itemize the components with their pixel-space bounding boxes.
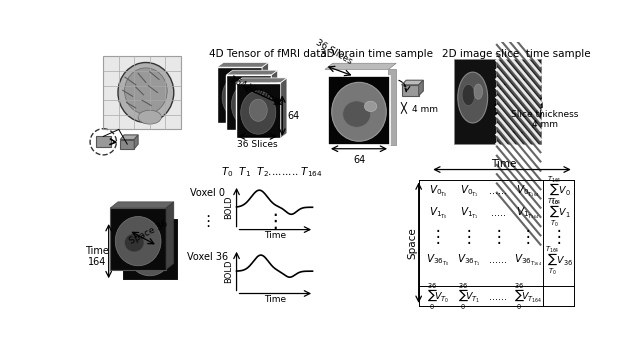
Ellipse shape [127,227,173,276]
Text: ⋮: ⋮ [200,215,216,229]
Text: Time: Time [492,159,516,169]
Text: $V_{36_{T_0}}$: $V_{36_{T_0}}$ [426,252,450,268]
Ellipse shape [230,84,249,106]
Ellipse shape [249,99,268,121]
Text: 36 Slices: 36 Slices [314,38,354,66]
Polygon shape [227,70,278,75]
Text: $V_{0_{T_{164}}}$: $V_{0_{T_{164}}}$ [516,183,540,199]
Text: 64: 64 [288,111,300,121]
Polygon shape [262,63,268,122]
Ellipse shape [125,68,167,114]
Text: $V_{36_{T_1}}$: $V_{36_{T_1}}$ [458,252,481,268]
Ellipse shape [240,91,258,114]
Text: BOLD: BOLD [224,195,234,219]
Text: Time
164: Time 164 [85,246,109,267]
Text: $\sum_{0}^{36}\!V_{T_0}$: $\sum_{0}^{36}\!V_{T_0}$ [427,281,449,312]
Text: $T_0$  $T_1$  $T_2$......... $T_{164}$: $T_0$ $T_1$ $T_2$......... $T_{164}$ [221,165,323,179]
Text: $V_{0_{T_0}}$: $V_{0_{T_0}}$ [429,183,447,199]
FancyBboxPatch shape [122,218,178,280]
FancyBboxPatch shape [110,208,166,270]
Ellipse shape [138,110,161,124]
Text: ⋮: ⋮ [266,212,285,232]
Ellipse shape [343,101,371,127]
Polygon shape [166,202,174,270]
Text: ......: ...... [490,292,508,302]
Text: $\sum_{T_0}^{T_{164}}\!V_0$: $\sum_{T_0}^{T_{164}}\!V_0$ [547,175,571,207]
Ellipse shape [232,83,266,126]
Text: Voxel 36: Voxel 36 [188,252,228,262]
FancyBboxPatch shape [227,75,271,130]
Text: ......: ...... [490,255,508,266]
Text: Time: Time [264,295,286,304]
Ellipse shape [462,84,475,105]
Ellipse shape [115,217,161,266]
Text: 164 Volumes: 164 Volumes [228,75,285,107]
Polygon shape [110,202,174,208]
Text: Voxel 0: Voxel 0 [190,188,225,198]
Text: ⋮: ⋮ [461,228,477,246]
Ellipse shape [241,91,276,134]
Text: 4D Tensor of fMRI data: 4D Tensor of fMRI data [209,48,326,59]
FancyBboxPatch shape [496,59,541,144]
Ellipse shape [364,101,377,112]
Polygon shape [271,70,278,130]
Polygon shape [217,63,268,67]
FancyBboxPatch shape [328,76,390,145]
FancyBboxPatch shape [95,136,111,147]
Ellipse shape [118,63,174,122]
Text: Space: Space [408,227,417,258]
Text: .....: ..... [491,208,506,218]
Ellipse shape [458,72,488,123]
FancyBboxPatch shape [402,85,419,96]
Text: $\sum_{T_0}^{T_{164}}\!V_1$: $\sum_{T_0}^{T_{164}}\!V_1$ [547,196,571,229]
Text: 64: 64 [353,155,365,165]
Ellipse shape [474,84,483,99]
Polygon shape [236,78,287,82]
Text: 36 Slices: 36 Slices [237,139,278,149]
Text: $V_{1_{T_1}}$: $V_{1_{T_1}}$ [460,205,479,221]
FancyBboxPatch shape [103,56,180,130]
Polygon shape [134,135,138,149]
Text: ⋮: ⋮ [490,228,507,246]
Text: 2D image slice  time sample: 2D image slice time sample [442,48,591,59]
Polygon shape [281,78,287,138]
Ellipse shape [222,75,257,119]
Ellipse shape [136,244,156,262]
Text: $V_{1_{T_{164}}}$: $V_{1_{T_{164}}}$ [516,205,540,221]
Text: $V_{0_{T_1}}$: $V_{0_{T_1}}$ [460,183,479,199]
FancyBboxPatch shape [236,82,281,138]
Text: BOLD: BOLD [224,259,234,283]
Text: $V_{36_{T_{164}}}$: $V_{36_{T_{164}}}$ [514,252,542,268]
Polygon shape [325,63,396,69]
Text: Time: Time [264,231,286,240]
FancyBboxPatch shape [454,59,496,144]
Text: $V_{1_{T_0}}$: $V_{1_{T_0}}$ [429,205,447,221]
FancyBboxPatch shape [388,69,396,145]
Polygon shape [120,135,138,139]
Ellipse shape [125,233,144,252]
Text: ⋮: ⋮ [550,228,567,246]
FancyBboxPatch shape [217,67,262,122]
Text: ......: ...... [490,186,508,196]
Text: Slice thickness
4 mm: Slice thickness 4 mm [511,110,579,129]
Text: $\sum_{T_0}^{T_{164}}\!V_{36}$: $\sum_{T_0}^{T_{164}}\!V_{36}$ [545,244,573,277]
Text: $\sum_{0}^{36}\!V_{T_{164}}$: $\sum_{0}^{36}\!V_{T_{164}}$ [514,281,542,312]
Polygon shape [402,80,423,85]
Text: ⋮: ⋮ [429,228,446,246]
Text: 3D brain time sample: 3D brain time sample [321,48,433,59]
Text: Space 36: Space 36 [127,219,169,246]
Text: ⋮: ⋮ [520,228,536,246]
Text: 4 mm: 4 mm [412,105,438,114]
Text: $\sum_{0}^{36}\!V_{T_1}$: $\sum_{0}^{36}\!V_{T_1}$ [458,281,480,312]
FancyBboxPatch shape [120,139,134,149]
Polygon shape [419,80,423,96]
Ellipse shape [332,82,387,141]
